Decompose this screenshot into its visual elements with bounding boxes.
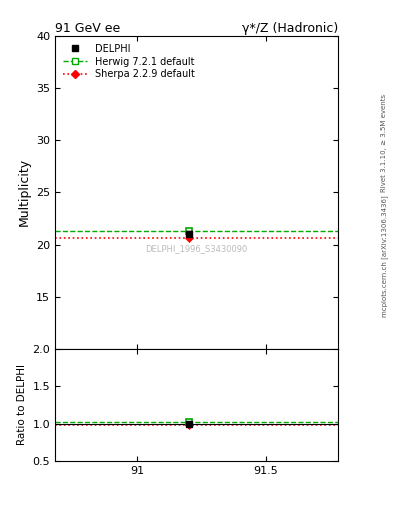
Text: mcplots.cern.ch [arXiv:1306.3436]: mcplots.cern.ch [arXiv:1306.3436]	[381, 195, 388, 317]
Text: γ*/Z (Hadronic): γ*/Z (Hadronic)	[242, 22, 338, 35]
Text: 91 GeV ee: 91 GeV ee	[55, 22, 120, 35]
Text: Rivet 3.1.10, ≥ 3.5M events: Rivet 3.1.10, ≥ 3.5M events	[381, 94, 387, 193]
Text: DELPHI_1996_S3430090: DELPHI_1996_S3430090	[145, 244, 248, 253]
Legend: DELPHI, Herwig 7.2.1 default, Sherpa 2.2.9 default: DELPHI, Herwig 7.2.1 default, Sherpa 2.2…	[60, 40, 198, 82]
Y-axis label: Ratio to DELPHI: Ratio to DELPHI	[17, 365, 27, 445]
Y-axis label: Multiplicity: Multiplicity	[17, 158, 31, 226]
